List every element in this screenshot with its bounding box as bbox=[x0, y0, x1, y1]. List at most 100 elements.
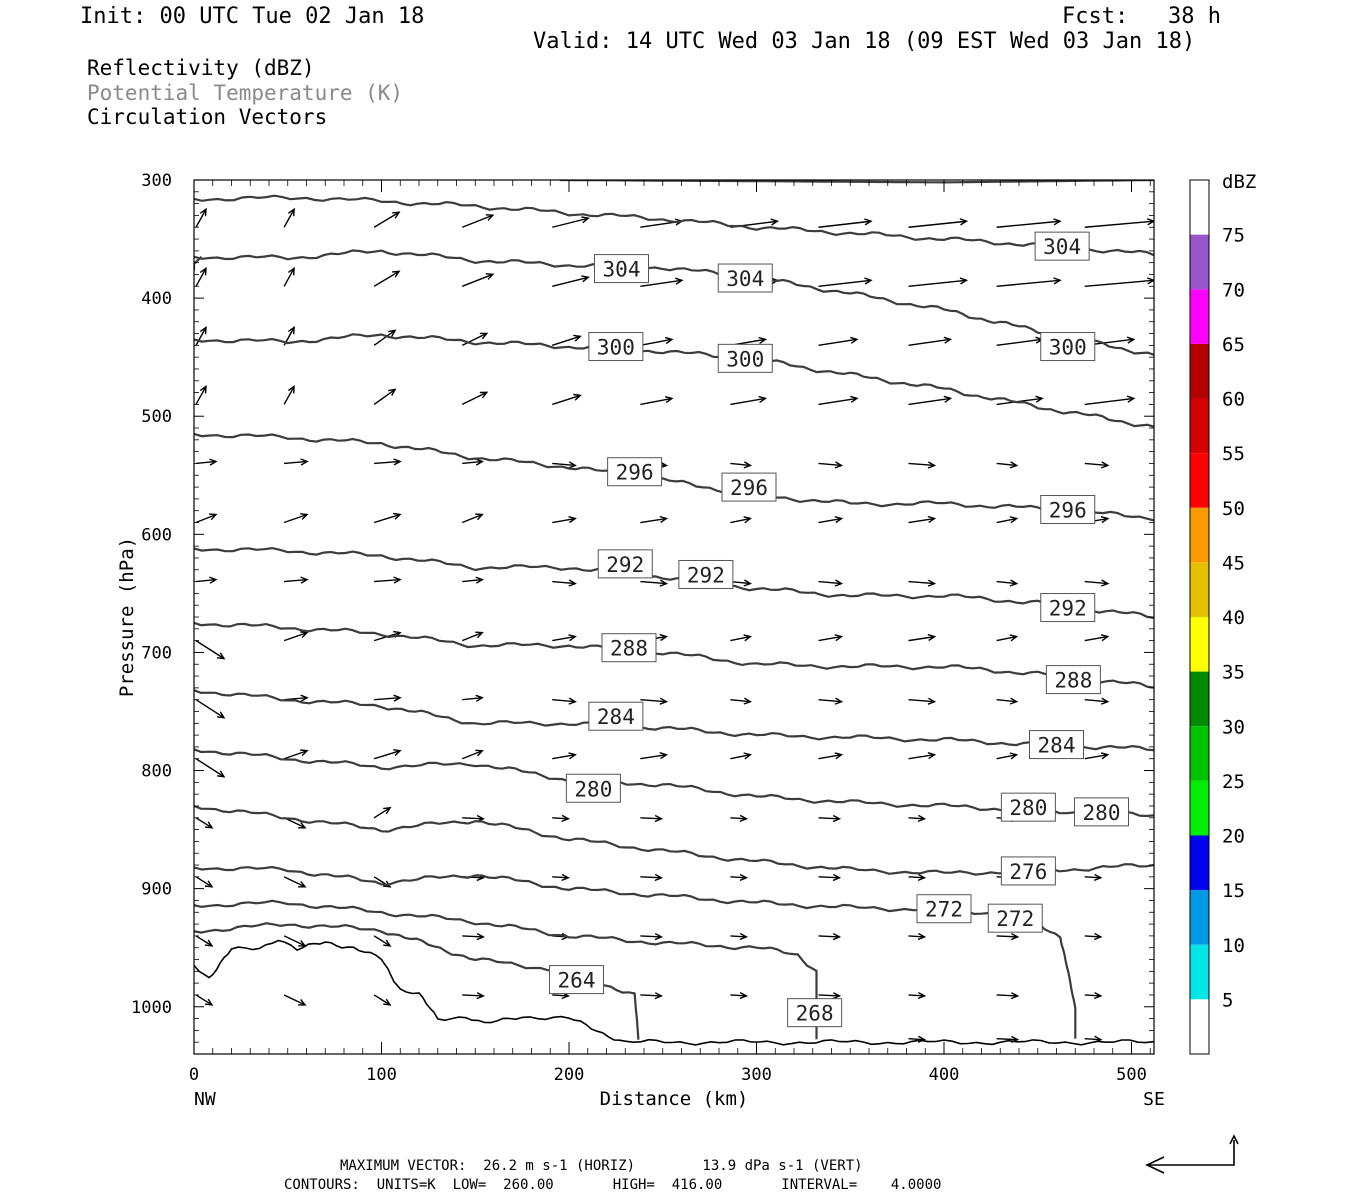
circulation-vector bbox=[730, 754, 751, 760]
contour-label-box bbox=[1029, 730, 1084, 760]
circulation-vector bbox=[283, 876, 306, 888]
x-tick-label: 100 bbox=[366, 1065, 397, 1085]
circulation-vector-head bbox=[485, 214, 495, 221]
circulation-vector-head bbox=[850, 395, 859, 403]
contour-label-box bbox=[565, 773, 621, 803]
colorbar-bin bbox=[1190, 453, 1209, 508]
contour-label-box bbox=[1000, 792, 1056, 822]
circulation-vector bbox=[908, 754, 935, 760]
circulation-vector bbox=[640, 935, 662, 938]
circulation-vector-head bbox=[927, 515, 937, 523]
theta-contour-300 bbox=[194, 333, 1154, 428]
circulation-vector bbox=[195, 935, 213, 947]
contour-label-284: 284 bbox=[1038, 734, 1076, 758]
colorbar-tick-label: 40 bbox=[1222, 607, 1245, 629]
contour-label-276: 276 bbox=[1009, 860, 1047, 884]
x-axis-label: Distance (km) bbox=[600, 1088, 749, 1110]
y-tick-label: 800 bbox=[141, 762, 172, 782]
circulation-vector bbox=[195, 640, 225, 660]
field-theta: Potential Temperature (K) bbox=[87, 81, 404, 105]
circulation-vector bbox=[818, 635, 842, 642]
circulation-vector bbox=[1084, 220, 1154, 228]
y-axis-label: Pressure (hPa) bbox=[116, 537, 138, 697]
contour-label-288: 288 bbox=[610, 637, 648, 661]
contour-label-box bbox=[588, 701, 644, 731]
circulation-vector bbox=[195, 994, 213, 1006]
y-tick-label: 300 bbox=[141, 171, 172, 191]
circulation-vector bbox=[908, 338, 951, 347]
contour-note: CONTOURS: UNITS=K LOW= 260.00 HIGH= 416.… bbox=[284, 1177, 942, 1193]
circulation-vector-head bbox=[864, 277, 873, 285]
colorbar-tick-label: 10 bbox=[1222, 935, 1245, 957]
circulation-vector bbox=[818, 817, 840, 820]
circulation-vector-head bbox=[659, 633, 669, 642]
colorbar-bin bbox=[1190, 726, 1209, 781]
circulation-vector bbox=[462, 578, 483, 583]
theta-contour-left-fragment bbox=[194, 256, 203, 271]
colorbar-unit: dBZ bbox=[1222, 171, 1256, 193]
colorbar-tick-label: 50 bbox=[1222, 498, 1245, 520]
circulation-vector-head bbox=[1093, 932, 1103, 941]
circulation-vector-head bbox=[654, 932, 664, 941]
circulation-vector-head bbox=[475, 576, 484, 584]
circulation-vector bbox=[461, 513, 483, 524]
circulation-vector bbox=[461, 631, 483, 642]
circulation-vector bbox=[373, 388, 396, 405]
circulation-vector-head bbox=[834, 697, 844, 705]
circulation-vector-head bbox=[476, 992, 485, 1000]
circulation-vector bbox=[462, 935, 484, 938]
circulation-vector-head bbox=[927, 697, 937, 705]
circulation-vector-head bbox=[392, 270, 401, 278]
circulation-vector-head bbox=[1100, 634, 1110, 642]
colorbar-bin bbox=[1190, 180, 1209, 235]
y-tick-label: 900 bbox=[141, 880, 172, 900]
circulation-vector-head bbox=[832, 992, 842, 1000]
colorbar-bin bbox=[1190, 780, 1209, 836]
circulation-vector bbox=[996, 220, 1061, 228]
circulation-vector-head bbox=[392, 211, 401, 219]
circulation-vector bbox=[462, 817, 484, 820]
circulation-vector bbox=[908, 462, 935, 467]
circulation-vector-head bbox=[1053, 218, 1062, 226]
circulation-vector bbox=[818, 517, 842, 524]
circulation-vector-head bbox=[654, 814, 664, 823]
theta-contour-268 bbox=[194, 899, 818, 1040]
circulation-vector-head bbox=[199, 325, 207, 335]
contour-label-box bbox=[601, 633, 657, 663]
circulation-vector-head bbox=[739, 991, 749, 1000]
circulation-vector bbox=[373, 329, 396, 346]
circulation-vector-head bbox=[217, 770, 226, 778]
colorbar-bin bbox=[1190, 890, 1209, 945]
x-tick-label: 500 bbox=[1116, 1065, 1147, 1085]
contour-label-box bbox=[678, 559, 734, 589]
circulation-vector-head bbox=[654, 992, 664, 1000]
circulation-vector bbox=[908, 580, 935, 585]
circulation-vector bbox=[283, 208, 295, 228]
circulation-vector-head bbox=[475, 694, 484, 702]
contour-label-280: 280 bbox=[1083, 801, 1121, 825]
circulation-vector-head bbox=[674, 277, 684, 285]
circulation-vector bbox=[1084, 935, 1101, 938]
colorbar-frame bbox=[1189, 179, 1210, 1055]
circulation-vector bbox=[373, 513, 401, 524]
colorbar-bin bbox=[1190, 617, 1209, 672]
circulation-vector bbox=[996, 1037, 1018, 1041]
circulation-vector-head bbox=[1053, 277, 1062, 285]
x-tick-label: 300 bbox=[741, 1065, 772, 1085]
circulation-vector bbox=[996, 462, 1017, 467]
circulation-vector bbox=[461, 214, 494, 228]
circulation-vector bbox=[461, 273, 494, 287]
circulation-vector-head bbox=[1100, 579, 1110, 587]
contour-label-304: 304 bbox=[726, 267, 764, 291]
circulation-vector bbox=[818, 462, 842, 467]
theta-contour-288 bbox=[194, 621, 1154, 689]
circulation-vector bbox=[818, 279, 872, 287]
colorbar-tick-label: 70 bbox=[1222, 279, 1245, 301]
circulation-vector-head bbox=[1093, 991, 1103, 1000]
circulation-vector bbox=[552, 635, 576, 642]
circulation-vector bbox=[373, 935, 391, 947]
circulation-vector bbox=[1084, 397, 1134, 406]
circulation-vector bbox=[552, 394, 581, 406]
circulation-vector bbox=[640, 338, 673, 347]
y-tick-label: 500 bbox=[141, 407, 172, 427]
